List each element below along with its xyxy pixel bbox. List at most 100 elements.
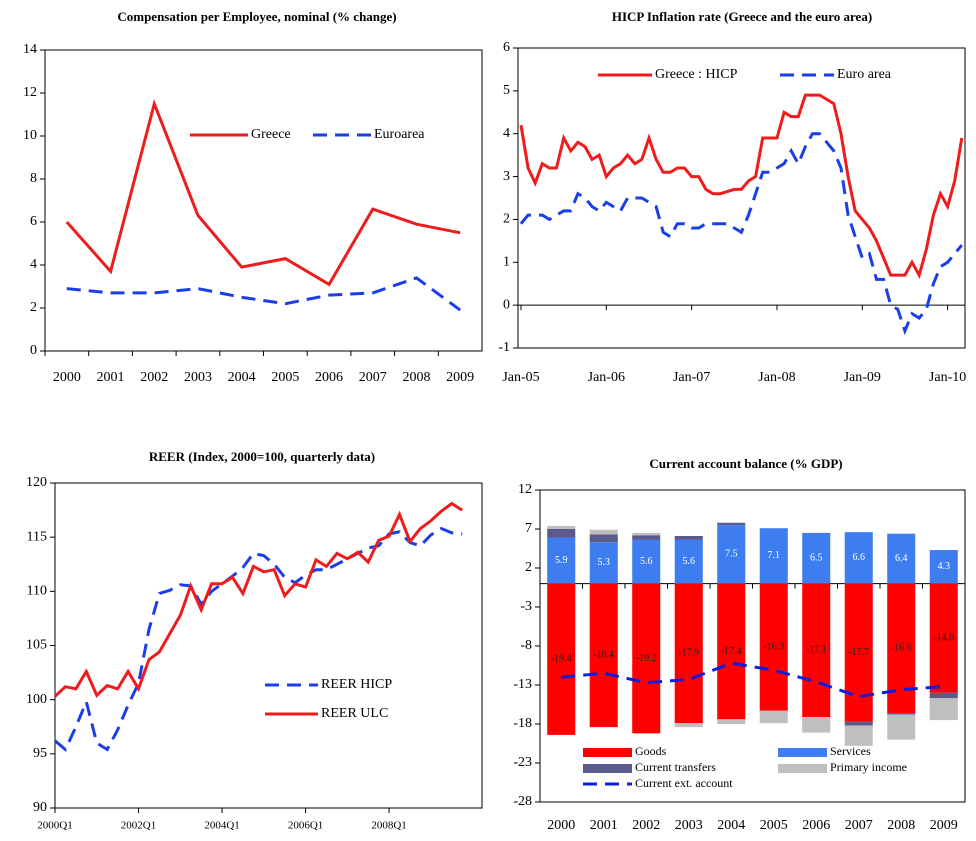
x-tick-label: 2002 <box>632 818 660 833</box>
bar-segment <box>759 710 788 724</box>
legend-label: Euroarea <box>374 127 425 142</box>
x-tick-label: 2009 <box>930 818 958 833</box>
plot-frame <box>44 49 483 352</box>
x-tick-label: 2004Q1 <box>204 820 239 832</box>
x-tick-label: Jan-10 <box>929 370 966 385</box>
bar-segment <box>674 583 703 724</box>
data-label: -17.4 <box>721 646 742 657</box>
x-tick-label: 2005 <box>760 818 788 833</box>
data-label: 5.9 <box>555 555 568 566</box>
legend-label: REER HICP <box>321 677 392 692</box>
bar-segment <box>674 539 703 584</box>
y-tick-label: 0 <box>503 297 510 312</box>
bar-segment <box>759 528 788 584</box>
bar-segment <box>717 719 746 724</box>
y-tick-label: 14 <box>23 42 37 57</box>
bar-segment <box>929 692 958 699</box>
data-label: -14.0 <box>933 632 954 643</box>
y-tick-label: 7 <box>525 521 532 536</box>
y-tick-label: 95 <box>33 746 47 761</box>
bar-segment <box>632 532 661 536</box>
legend-label: REER ULC <box>321 706 388 721</box>
bar-segment <box>632 583 661 734</box>
legend-label: Current transfers <box>635 760 716 774</box>
x-tick-label: 2007 <box>359 370 387 385</box>
y-tick-label: 2 <box>525 560 532 575</box>
bar-segment <box>589 583 618 728</box>
data-label: 6.4 <box>895 553 908 564</box>
bar-segment <box>547 537 576 584</box>
y-tick-label: -28 <box>513 794 532 809</box>
bar-segment <box>802 716 831 733</box>
bar-segment <box>844 532 873 584</box>
legend-label: Goods <box>635 744 667 758</box>
y-tick-label: 105 <box>26 638 47 653</box>
y-tick-label: 4 <box>30 257 37 272</box>
x-tick-label: 2009 <box>446 370 474 385</box>
bar-segment <box>887 714 916 740</box>
x-tick-label: 2004 <box>228 370 256 385</box>
y-tick-label: 115 <box>27 529 47 544</box>
bar-segment <box>844 583 873 722</box>
x-tick-label: 2001 <box>97 370 125 385</box>
legend-swatch <box>583 764 632 773</box>
legend-label: Greece <box>251 127 291 142</box>
bar-segment <box>589 542 618 584</box>
data-label: 5.6 <box>640 556 653 567</box>
chart-title: HICP Inflation rate (Greece and the euro… <box>612 9 872 24</box>
bar-segment <box>887 713 916 715</box>
data-label: 6.5 <box>810 553 823 564</box>
data-label: -17.9 <box>678 648 699 659</box>
x-tick-label: 2003 <box>184 370 212 385</box>
x-tick-label: 2003 <box>675 818 703 833</box>
x-tick-label: 2006Q1 <box>288 820 323 832</box>
bar-segment <box>929 550 958 584</box>
bar-segment <box>802 532 831 584</box>
data-label: 5.6 <box>683 556 696 567</box>
y-tick-label: 100 <box>26 692 47 707</box>
y-tick-label: 12 <box>23 85 37 100</box>
y-tick-label: -13 <box>513 677 532 692</box>
legend-label: Primary income <box>830 760 907 774</box>
data-label: -19.2 <box>636 653 657 664</box>
legend-label: Euro area <box>837 67 892 82</box>
bar-segment <box>929 698 958 721</box>
y-tick-label: -23 <box>513 755 532 770</box>
bar-segment <box>887 533 916 584</box>
plot-frame <box>517 47 966 349</box>
y-tick-label: 110 <box>27 584 47 599</box>
bar-segment <box>844 721 873 726</box>
y-tick-label: 5 <box>503 83 510 98</box>
chart-title: REER (Index, 2000=100, quarterly data) <box>149 449 375 464</box>
bar-segment <box>547 529 576 538</box>
x-tick-label: 2006 <box>802 818 830 833</box>
bar-segment <box>844 725 873 746</box>
bar-segment <box>547 583 576 735</box>
y-tick-label: -8 <box>520 638 532 653</box>
y-tick-label: -18 <box>513 716 532 731</box>
x-tick-label: Jan-06 <box>588 370 625 385</box>
bar-segment <box>589 534 618 543</box>
series-line <box>519 132 963 336</box>
bar-segment <box>759 583 788 711</box>
x-tick-label: 2008Q1 <box>371 820 406 832</box>
series-line <box>519 93 964 280</box>
x-tick-label: 2007 <box>845 818 873 833</box>
x-tick-label: 2001 <box>590 818 618 833</box>
bar-segment <box>929 583 958 693</box>
data-label: 7.1 <box>768 550 781 561</box>
y-tick-label: 6 <box>30 214 37 229</box>
y-tick-label: 12 <box>518 482 532 497</box>
data-label: 4.3 <box>938 561 951 572</box>
data-label: 5.3 <box>598 557 611 568</box>
legend-label: Greece : HICP <box>655 67 738 82</box>
bar-segment <box>632 535 661 540</box>
y-tick-label: -3 <box>520 599 532 614</box>
y-tick-label: 90 <box>33 800 47 815</box>
legend-label: Services <box>830 744 871 758</box>
data-label: -17.7 <box>848 647 869 658</box>
legend-swatch <box>778 764 827 773</box>
y-tick-label: 8 <box>30 171 37 186</box>
